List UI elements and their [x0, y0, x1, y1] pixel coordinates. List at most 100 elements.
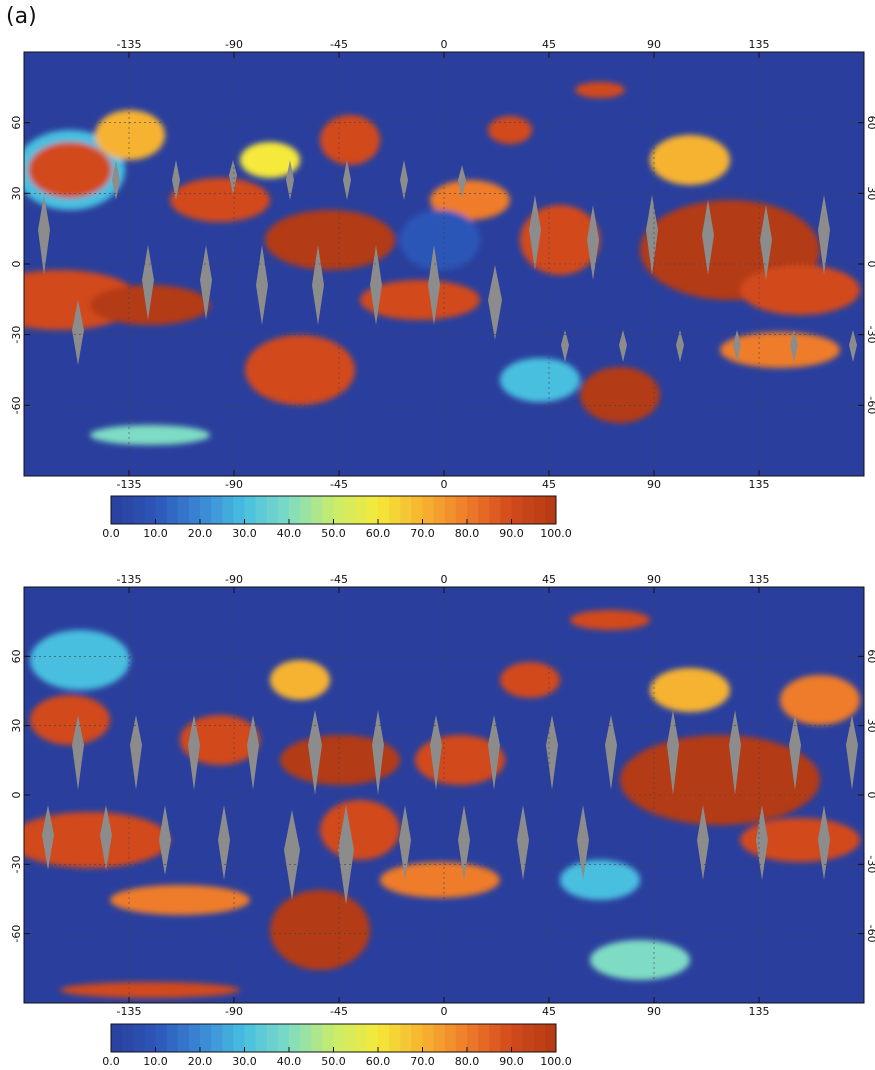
colorbar-cell	[244, 496, 257, 524]
lon-tick-label-top: 0	[441, 38, 448, 51]
top-colorbar-labels: 0.0 10.0 20.0 30.0 40.0 50.0 60.0 70.0 80.0 90.0 1…	[102, 519, 572, 540]
colorbar-cell	[200, 496, 212, 524]
lat-tick-label-left: -60	[10, 925, 23, 943]
top-colorbar-cells	[111, 496, 557, 524]
colorbar-cell	[533, 1024, 546, 1052]
lat-tick-label-right: 0	[865, 261, 875, 268]
lat-tick-label-left: -60	[10, 396, 23, 414]
lon-tick-label-top: -45	[330, 573, 348, 586]
lat-tick-label-left: 30	[10, 186, 23, 200]
lon-tick-label-top: 45	[542, 38, 556, 51]
lon-tick-label-top: -135	[117, 573, 142, 586]
lon-tick-label-top: -90	[225, 573, 243, 586]
colorbar-label: 0.0	[102, 1055, 120, 1068]
lon-tick-label-top: 0	[441, 573, 448, 586]
colorbar-cell	[122, 1024, 134, 1052]
colorbar-cell	[266, 1024, 279, 1052]
colorbar-cell	[289, 496, 301, 524]
colorbar-cell	[222, 496, 234, 524]
colorbar-cell	[144, 1024, 156, 1052]
colorbar-cell	[289, 1024, 301, 1052]
colorbar-cell	[177, 496, 190, 524]
colorbar-cell	[478, 1024, 490, 1052]
lat-tick-label-left: 0	[10, 261, 23, 268]
top-map-lat-ticks-right: 60 30 0 -30 -60	[858, 116, 875, 414]
colorbar-cell	[433, 496, 446, 524]
colorbar-cell	[188, 1024, 201, 1052]
colorbar-cell	[489, 496, 501, 524]
colorbar-cell	[455, 496, 468, 524]
colorbar-cell	[133, 1024, 145, 1052]
colorbar-label: 30.0	[232, 1055, 257, 1068]
colorbar-label: 90.0	[499, 1055, 524, 1068]
colorbar-cell	[522, 1024, 535, 1052]
colorbar-cell	[122, 496, 134, 524]
lon-tick-label-top: 90	[647, 573, 661, 586]
colorbar-cell	[144, 496, 156, 524]
colorbar-cell	[188, 496, 201, 524]
colorbar-label: 60.0	[366, 527, 391, 540]
lat-tick-label-right: -60	[865, 396, 875, 414]
colorbar-cell	[400, 496, 412, 524]
colorbar-cell	[155, 1024, 168, 1052]
lon-tick-label-top: -90	[225, 38, 243, 51]
colorbar-label: 50.0	[321, 1055, 346, 1068]
colorbar-cell	[389, 1024, 401, 1052]
colorbar-cell	[111, 1024, 123, 1052]
colorbar-cell	[533, 496, 546, 524]
colorbar-label: 80.0	[455, 527, 480, 540]
colorbar-label: 70.0	[410, 1055, 435, 1068]
colorbar-label: 30.0	[232, 527, 257, 540]
colorbar-cell	[233, 496, 245, 524]
colorbar-cell	[333, 1024, 346, 1052]
bottom-map-lat-ticks-right: 60 30 0 -30 -60	[858, 649, 875, 943]
colorbar-cell	[422, 1024, 435, 1052]
colorbar-cell	[378, 496, 390, 524]
colorbar-cell	[455, 1024, 468, 1052]
lat-tick-label-right: 60	[865, 116, 875, 130]
colorbar-label: 50.0	[321, 527, 346, 540]
colorbar-cell	[322, 1024, 334, 1052]
colorbar-label: 100.0	[540, 1055, 572, 1068]
lon-tick-label-bottom: 45	[542, 1005, 556, 1018]
colorbar-cell	[433, 1024, 446, 1052]
colorbar-cell	[311, 1024, 323, 1052]
panel-label: (a)	[6, 4, 37, 29]
bottom-map-lon-ticks-top: -135 -90 -45 0 45 90 135	[117, 573, 770, 593]
colorbar-cell	[255, 496, 268, 524]
colorbar-cell	[355, 1024, 368, 1052]
top-map: -135 -90 -45 0 45 90 135 -135 -90 -45 0 45 90 135 60…	[10, 38, 875, 491]
lon-tick-label-top: -45	[330, 38, 348, 51]
colorbar-cell	[366, 496, 379, 524]
colorbar-cell	[300, 496, 312, 524]
lat-tick-label-right: -30	[865, 326, 875, 344]
colorbar-cell	[422, 496, 435, 524]
colorbar-cell	[511, 1024, 524, 1052]
colorbar-label: 70.0	[410, 527, 435, 540]
colorbar-cell	[400, 1024, 412, 1052]
lon-tick-label-top: 45	[542, 573, 556, 586]
colorbar-label: 90.0	[499, 527, 524, 540]
bottom-map-gridlines	[24, 587, 864, 1003]
colorbar-cell	[266, 496, 279, 524]
colorbar-cell	[177, 1024, 190, 1052]
top-map-missing-swaths	[38, 160, 857, 365]
lon-tick-label-bottom: 135	[749, 1005, 770, 1018]
bottom-map-field	[24, 610, 860, 998]
colorbar-cell	[277, 1024, 290, 1052]
colorbar-cell	[500, 1024, 512, 1052]
lat-tick-label-left: -30	[10, 855, 23, 873]
colorbar-cell	[211, 1024, 223, 1052]
lon-tick-label-bottom: 0	[441, 478, 448, 491]
bottom-map-lat-ticks-left: 60 30 0 -30 -60	[10, 649, 30, 943]
lon-tick-label-bottom: 135	[749, 478, 770, 491]
colorbar-cell	[322, 496, 334, 524]
colorbar-cell	[166, 496, 179, 524]
bottom-map-missing-swaths	[42, 710, 858, 905]
lon-tick-label-bottom: 90	[647, 1005, 661, 1018]
lat-tick-label-left: 60	[10, 116, 23, 130]
lon-tick-label-bottom: 45	[542, 478, 556, 491]
colorbar-cell	[200, 1024, 212, 1052]
lon-tick-label-bottom: -45	[330, 1005, 348, 1018]
